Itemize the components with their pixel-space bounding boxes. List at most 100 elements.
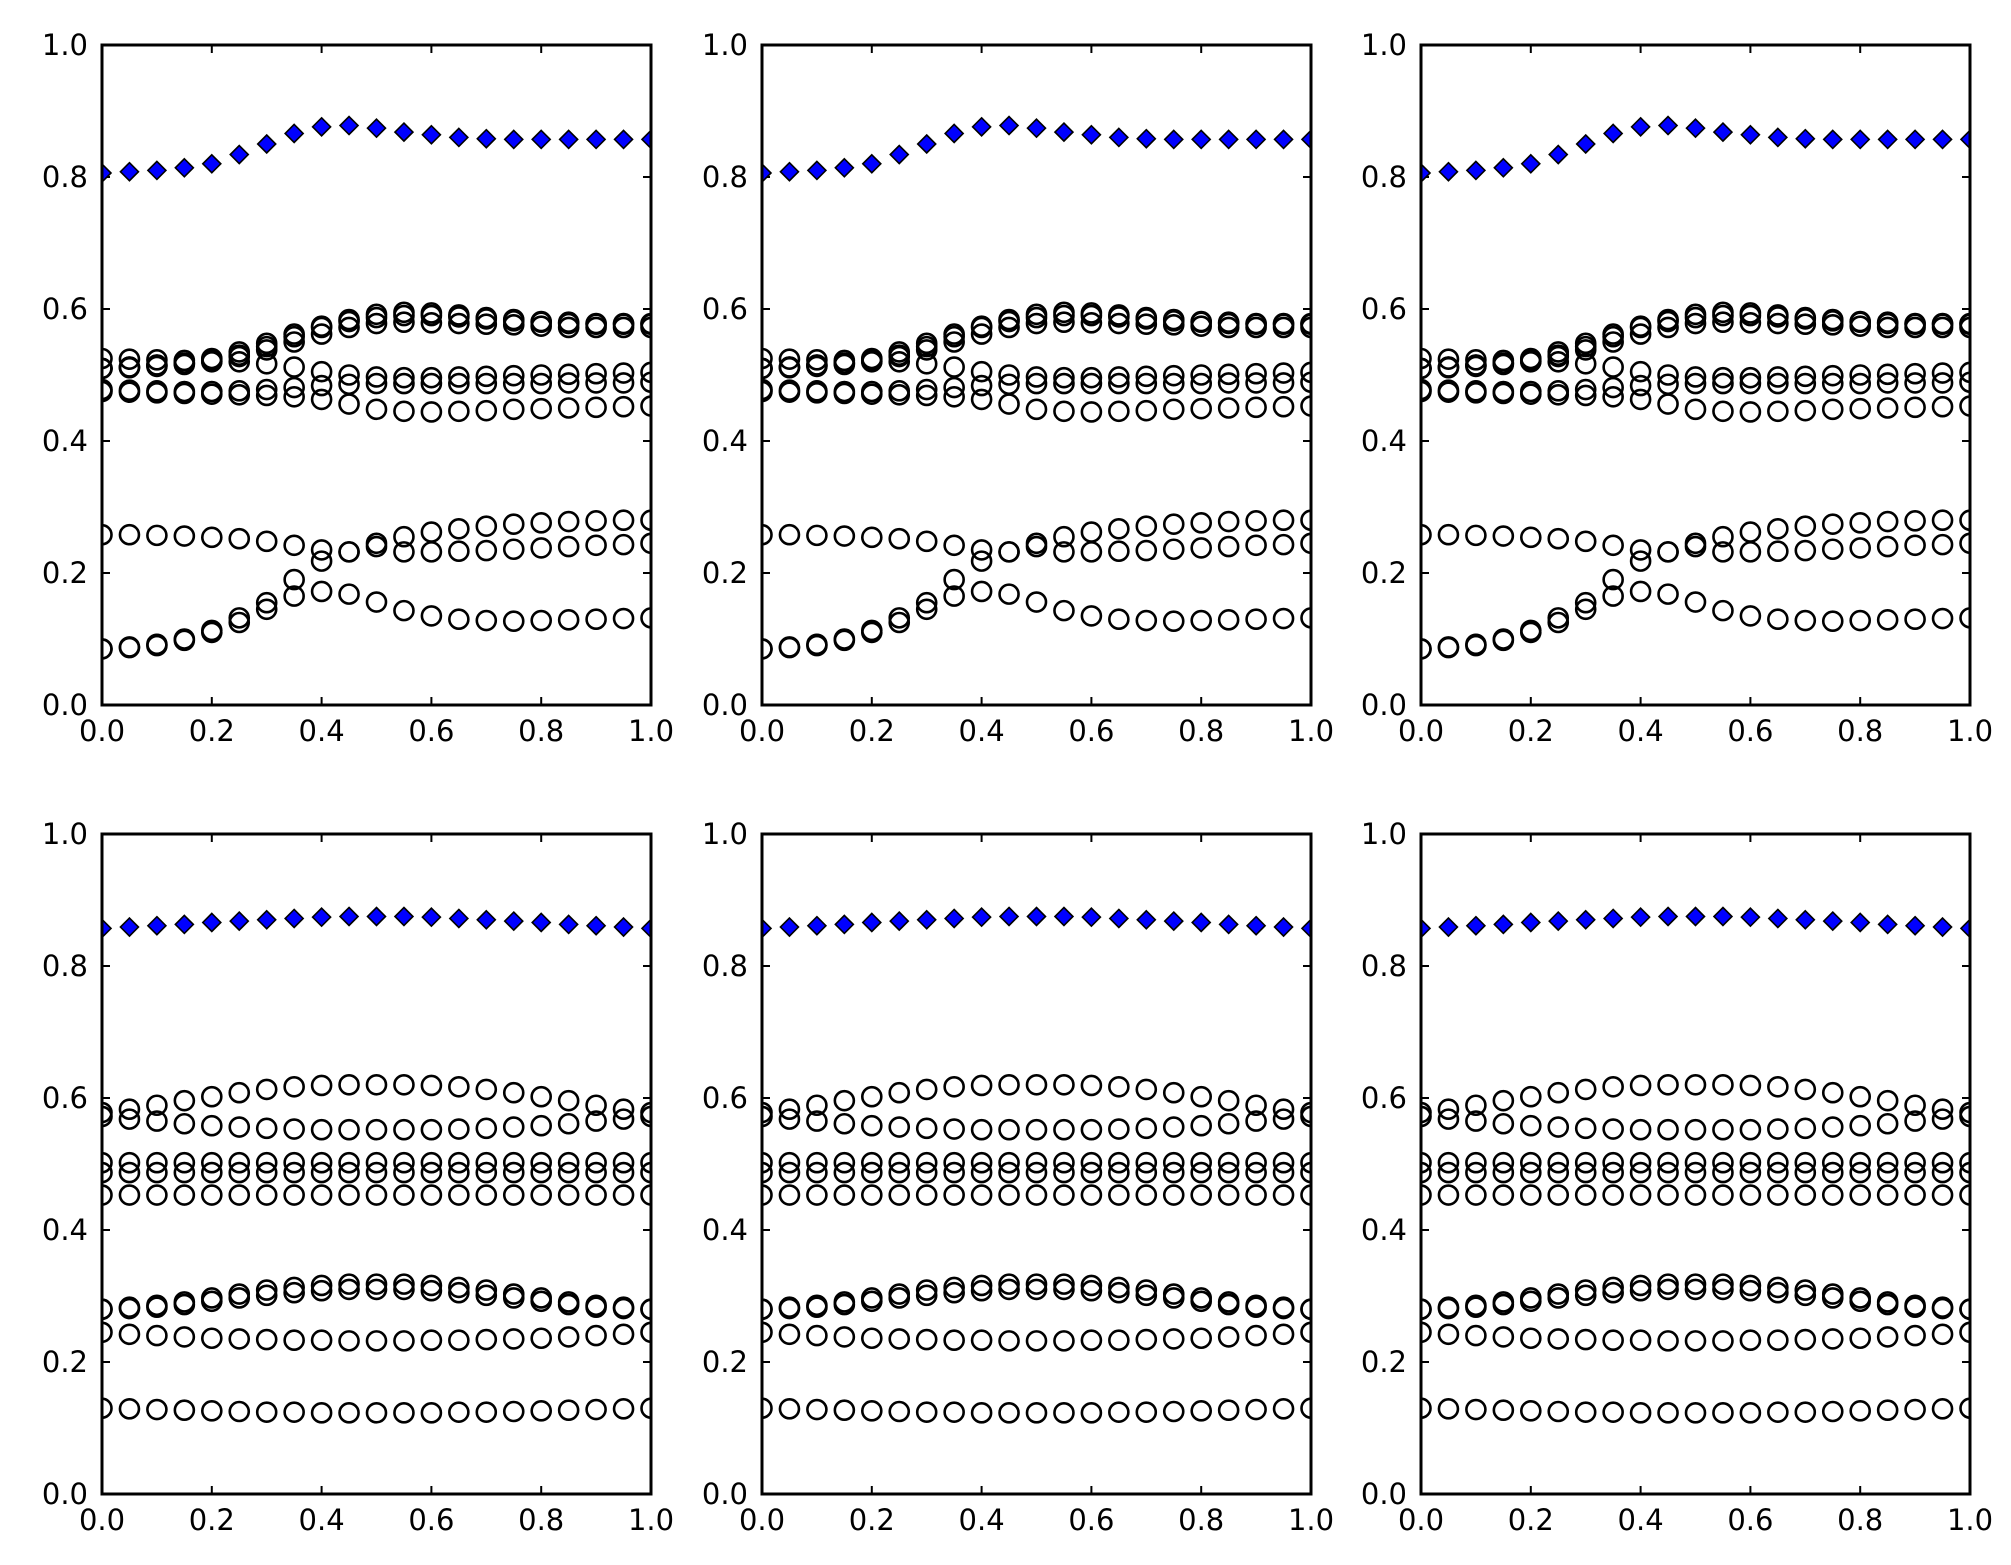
circle-point <box>338 1273 360 1295</box>
circle-point <box>448 517 470 540</box>
circle-point <box>1602 534 1624 557</box>
x-tick-label: 0.0 <box>1398 1503 1444 1537</box>
chart-panel-bottom-middle: 0.00.0 0.2 0.2 0.4 0.4 0.6 0.6 0.8 0.8 1.0 1.0 <box>702 817 1334 1537</box>
circle-point <box>888 1328 911 1350</box>
circle-point <box>146 1110 168 1132</box>
circle-point <box>255 1284 278 1307</box>
circle-point <box>448 312 470 335</box>
circle-point <box>1465 349 1487 371</box>
circle-point <box>1931 1161 1954 1184</box>
circle-point <box>1080 1184 1103 1206</box>
circle-point <box>1767 1329 1789 1352</box>
circle-point <box>1931 1151 1954 1174</box>
circle-point <box>475 1279 498 1301</box>
circle-point <box>888 350 911 373</box>
diamond-point <box>531 129 552 150</box>
circle-point <box>173 1326 196 1348</box>
circle-point <box>420 302 443 324</box>
circle-point <box>1437 1398 1460 1420</box>
circle-point <box>1492 629 1515 652</box>
circle-point <box>1931 509 1954 532</box>
circle-point <box>585 316 607 339</box>
diamond-point <box>1163 129 1184 150</box>
circle-point <box>1437 1184 1460 1206</box>
circle-point <box>393 1273 415 1295</box>
circle-point <box>201 1290 223 1313</box>
circle-point <box>1080 401 1103 423</box>
circle-point <box>1904 534 1926 557</box>
circle-point <box>146 634 168 657</box>
circle-point <box>393 1074 415 1096</box>
circle-point <box>762 1161 773 1184</box>
circle-point <box>1712 1273 1734 1295</box>
circle-point <box>502 513 525 535</box>
diamond-point <box>1053 121 1075 143</box>
circle-point <box>1904 396 1926 419</box>
circle-point <box>833 1161 856 1184</box>
diamond-point <box>503 129 524 150</box>
circle-point <box>530 537 553 559</box>
circle-point <box>915 339 938 361</box>
circle-point <box>338 541 360 563</box>
circle-point <box>1574 352 1597 375</box>
circle-point <box>1712 525 1734 548</box>
circle-point <box>1108 1161 1130 1184</box>
circle-point <box>1135 365 1158 388</box>
circle-point <box>1135 1184 1158 1206</box>
circle-point <box>612 395 635 418</box>
circle-point <box>310 1274 333 1297</box>
circle-point <box>1421 347 1432 370</box>
circle-point <box>1025 372 1048 395</box>
circle-point <box>1739 366 1762 389</box>
x-tick-label: 0.6 <box>408 1503 454 1537</box>
circle-point <box>1217 1151 1240 1174</box>
chart-panel-bottom-left: 0.00.0 0.2 0.2 0.4 0.4 0.6 0.6 0.8 0.8 1.0 1.0 <box>42 817 674 1537</box>
circle-point <box>1217 372 1240 394</box>
circle-point <box>888 380 911 402</box>
circle-point <box>915 1078 938 1101</box>
diamond-point <box>531 912 552 933</box>
diamond-point <box>1493 914 1514 935</box>
circle-point <box>943 1118 965 1140</box>
circle-point <box>365 1184 388 1206</box>
diamond-point <box>1465 915 1487 936</box>
circle-point <box>778 1108 801 1130</box>
diamond-point <box>834 914 855 935</box>
circle-point <box>102 378 113 401</box>
circle-point <box>283 1161 305 1184</box>
circle-point <box>1684 591 1707 613</box>
circle-point <box>915 1117 938 1140</box>
circle-point <box>338 1161 360 1184</box>
circle-point <box>1574 339 1597 361</box>
circle-point <box>1821 1328 1844 1350</box>
circle-point <box>1931 1108 1954 1130</box>
circle-point <box>1421 1161 1432 1184</box>
circle-point <box>1520 380 1542 403</box>
diamond-point <box>1081 124 1102 145</box>
circle-point <box>1574 1117 1597 1140</box>
diamond-point <box>889 910 910 932</box>
circle-point <box>475 306 498 329</box>
circle-point <box>1657 1074 1679 1096</box>
circle-point <box>585 1324 607 1347</box>
circle-point <box>420 1329 443 1352</box>
circle-point <box>557 363 580 386</box>
circle-point <box>915 384 938 407</box>
circle-point <box>1272 533 1295 556</box>
circle-point <box>833 1326 856 1348</box>
circle-point <box>778 1398 801 1420</box>
circle-point <box>1876 363 1899 386</box>
circle-point <box>1712 541 1734 563</box>
circle-point <box>1739 1184 1762 1206</box>
circle-point <box>420 1402 443 1424</box>
circle-point <box>612 1108 635 1130</box>
circle-point <box>612 1151 635 1174</box>
circle-point <box>1162 398 1185 421</box>
circle-point <box>1465 380 1487 402</box>
circle-point <box>1821 1287 1844 1309</box>
circle-point <box>1492 1184 1515 1206</box>
circle-point <box>1904 1161 1926 1184</box>
circle-point <box>310 1151 333 1174</box>
circle-point <box>1492 353 1515 376</box>
circle-point <box>502 372 525 395</box>
